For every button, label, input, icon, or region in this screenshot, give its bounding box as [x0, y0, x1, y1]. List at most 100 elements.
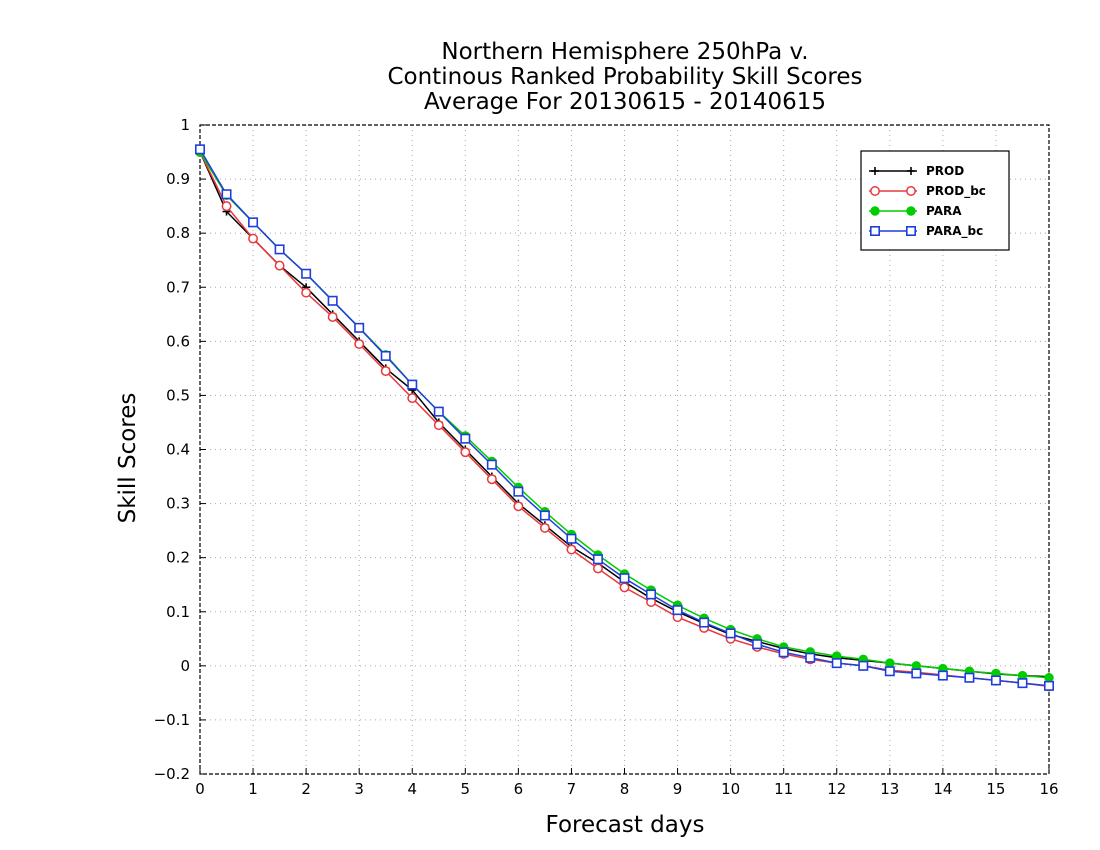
data-point-para-bc — [937, 670, 948, 681]
y-tick-label: 1 — [180, 116, 190, 134]
legend-entry-para-bc: PARA_bc — [869, 224, 983, 239]
data-point-para-bc — [433, 406, 444, 417]
x-tick-label: 4 — [407, 780, 417, 798]
data-point-prod-bc — [566, 544, 577, 555]
x-tick-label: 0 — [195, 780, 205, 798]
x-tick-label: 11 — [774, 780, 793, 798]
x-tick-label: 1 — [248, 780, 258, 798]
y-tick-label: 0.6 — [166, 332, 190, 350]
data-point-para-bc — [195, 144, 206, 155]
legend-entry-prod-bc: PROD_bc — [869, 184, 986, 199]
y-tick-label: 0.4 — [166, 441, 190, 459]
legend-entry-para: PARA — [869, 204, 962, 218]
data-point-para-bc — [486, 459, 497, 470]
data-point-para-bc — [884, 666, 895, 677]
x-tick-label: 9 — [673, 780, 683, 798]
data-point-prod-bc — [593, 563, 603, 574]
series-para-bc — [195, 144, 1055, 691]
data-point-prod-bc — [619, 582, 630, 593]
data-point-para-bc — [646, 589, 657, 600]
chart-title: Northern Hemisphere 250hPa v. Continous … — [387, 39, 862, 115]
data-point-para-bc — [805, 652, 816, 663]
data-point-para-bc — [725, 628, 736, 639]
legend-marker-prod — [907, 167, 915, 175]
data-point-para-bc — [274, 244, 285, 255]
data-point-prod-bc — [221, 201, 232, 212]
legend-marker-prod-bc — [906, 186, 916, 196]
data-point-prod-bc — [513, 501, 524, 512]
x-tick-label: 8 — [620, 780, 630, 798]
data-point-para-bc — [990, 675, 1001, 686]
legend-marker-prod-bc — [870, 186, 880, 196]
data-point-para-bc — [248, 217, 259, 228]
y-axis: −0.2 −0.1 0 0.1 0.2 0.3 0.4 0.5 0.6 0.7 0.8 0.9 1 — [154, 116, 206, 783]
y-tick-label: −0.2 — [154, 765, 190, 783]
x-axis: 0 1 2 3 4 5 6 7 8 9 10 11 12 13 14 15 16 — [195, 768, 1059, 798]
x-tick-label: 7 — [567, 780, 577, 798]
data-point-prod-bc — [486, 474, 497, 485]
legend-entry-prod: PROD — [869, 164, 964, 178]
data-point-para-bc — [460, 433, 471, 444]
x-tick-label: 14 — [933, 780, 952, 798]
legend-marker-prod — [871, 167, 879, 175]
data-point-para-bc — [911, 668, 922, 679]
y-tick-label: 0.1 — [166, 603, 190, 621]
data-point-para-bc — [221, 189, 232, 200]
legend-marker-para — [870, 206, 880, 216]
data-point-para-bc — [778, 647, 789, 658]
data-point-prod-bc — [380, 366, 391, 377]
data-point-para-bc — [964, 672, 975, 683]
legend-label-prod: PROD — [926, 164, 964, 178]
legend-marker-para — [906, 206, 916, 216]
data-point-para-bc — [380, 350, 391, 361]
data-point-para-bc — [539, 510, 550, 521]
data-point-para — [885, 658, 895, 668]
legend-box — [860, 150, 1010, 251]
data-point-prod-bc — [327, 312, 338, 322]
legend-label-para: PARA — [926, 204, 962, 218]
chart-title-line-3: Average For 20130615 - 20140615 — [424, 89, 826, 115]
data-point-prod-bc — [248, 233, 259, 244]
data-point-para-bc — [513, 486, 524, 497]
legend-label-para-bc: PARA_bc — [926, 224, 983, 239]
data-point-prod-bc — [407, 393, 418, 404]
data-point-prod-bc — [354, 339, 365, 349]
y-tick-label: 0.3 — [166, 495, 190, 513]
data-point-prod-bc — [301, 287, 312, 298]
y-tick-label: −0.1 — [154, 711, 190, 729]
y-tick-label: 0.8 — [166, 224, 190, 242]
chart-title-line-2: Continous Ranked Probability Skill Score… — [387, 64, 862, 90]
x-tick-label: 5 — [461, 780, 471, 798]
data-point-prod-bc — [433, 420, 444, 431]
data-point-para-bc — [831, 658, 842, 669]
x-tick-label: 10 — [721, 780, 740, 798]
y-tick-label: 0 — [180, 657, 190, 675]
data-point-para-bc — [752, 639, 763, 650]
data-point-para — [1044, 673, 1054, 683]
data-point-para-bc — [619, 573, 630, 584]
x-tick-label: 13 — [880, 780, 899, 798]
data-point-para-bc — [407, 379, 418, 390]
legend-label-prod-bc: PROD_bc — [926, 184, 986, 199]
legend: PROD PROD_bc PARA PARA_bc — [860, 150, 1010, 251]
chart-title-line-1: Northern Hemisphere 250hPa v. — [441, 39, 808, 65]
data-point-para-bc — [566, 533, 577, 544]
legend-marker-para-bc — [905, 226, 916, 237]
y-tick-label: 0.2 — [166, 549, 190, 567]
x-tick-label: 3 — [354, 780, 364, 798]
data-point-prod-bc — [539, 522, 550, 533]
data-point-para-bc — [301, 268, 312, 279]
y-tick-label: 0.5 — [166, 386, 190, 404]
x-tick-label: 16 — [1039, 780, 1058, 798]
y-tick-label: 0.7 — [166, 278, 190, 296]
x-tick-label: 6 — [514, 780, 524, 798]
data-point-prod-bc — [460, 447, 471, 458]
data-point-para-bc — [1017, 678, 1028, 689]
data-point-para-bc — [672, 605, 683, 616]
x-tick-label: 2 — [301, 780, 311, 798]
x-axis-label: Forecast days — [546, 812, 705, 838]
data-point-para-bc — [327, 295, 338, 306]
data-point-para-bc — [1044, 680, 1055, 691]
data-point-para-bc — [592, 554, 603, 565]
